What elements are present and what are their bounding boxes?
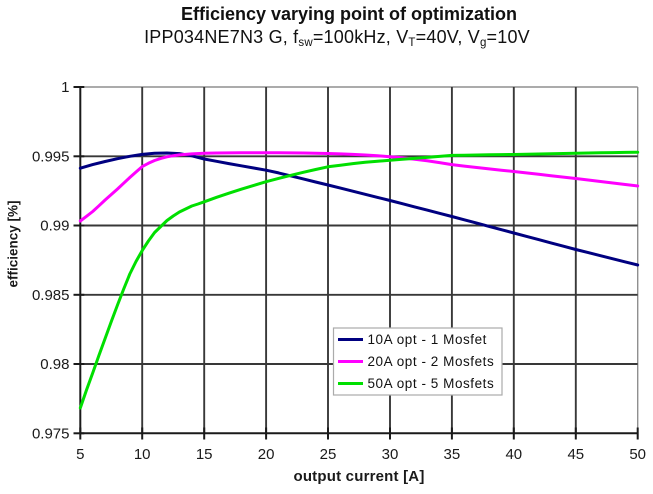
svg-text:45: 45	[567, 446, 584, 463]
svg-text:output current [A]: output current [A]	[293, 468, 424, 485]
svg-text:0.995: 0.995	[32, 149, 70, 166]
svg-text:IPP034NE7N3 G, fsw=100kHz, VT=: IPP034NE7N3 G, fsw=100kHz, VT=40V, Vg=10…	[144, 27, 530, 49]
svg-text:50A opt - 5 Mosfets: 50A opt - 5 Mosfets	[368, 376, 495, 391]
svg-text:35: 35	[444, 446, 461, 463]
svg-text:5: 5	[76, 446, 84, 463]
svg-text:10: 10	[134, 446, 151, 463]
svg-text:Efficiency varying point of op: Efficiency varying point of optimization	[181, 4, 517, 24]
svg-text:10A opt - 1 Mosfet: 10A opt - 1 Mosfet	[368, 332, 487, 347]
svg-text:efficiency [%]: efficiency [%]	[6, 200, 21, 287]
svg-text:1: 1	[61, 79, 69, 96]
svg-text:50: 50	[629, 446, 646, 463]
svg-text:0.985: 0.985	[32, 287, 70, 304]
svg-text:20A opt - 2 Mosfets: 20A opt - 2 Mosfets	[368, 354, 495, 369]
svg-text:25: 25	[320, 446, 337, 463]
svg-text:20: 20	[258, 446, 275, 463]
svg-text:0.98: 0.98	[40, 356, 69, 373]
svg-text:15: 15	[196, 446, 213, 463]
svg-text:0.99: 0.99	[40, 218, 69, 235]
svg-text:30: 30	[382, 446, 399, 463]
svg-text:40: 40	[505, 446, 522, 463]
svg-text:0.975: 0.975	[32, 426, 70, 443]
